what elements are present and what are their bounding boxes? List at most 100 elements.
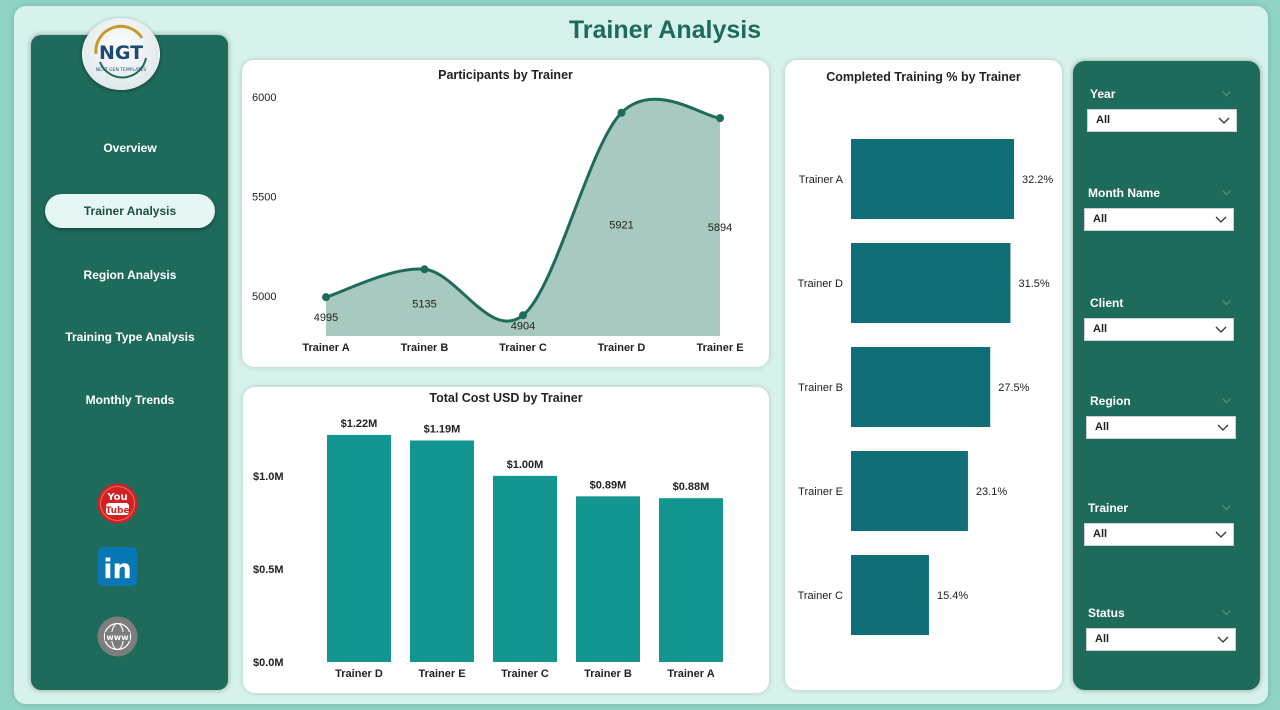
filter-select-status[interactable]: All — [1086, 628, 1236, 651]
cost-bar-chart: $0.0M $0.5M $1.0M $1.22M Trainer D $1.19M Trai… — [253, 418, 723, 680]
cost-chart-card: Total Cost USD by Trainer $0.0M $0.5M $1.0… — [243, 387, 769, 693]
chevron-down-icon — [1215, 531, 1227, 538]
data-point[interactable] — [420, 265, 429, 274]
x-tick-label: Trainer A — [302, 342, 349, 354]
participants-chart-title: Participants by Trainer — [438, 68, 573, 82]
completed-chart-title: Completed Training % by Trainer — [826, 70, 1021, 84]
svg-text:in: in — [103, 554, 131, 585]
y-tick-label: $0.5M — [253, 564, 284, 576]
completed-bar-chart: 32.2% Trainer A 31.5% Trainer D 27.5% Trainer… — [798, 139, 1053, 635]
data-label: $1.00M — [507, 459, 544, 471]
svg-text:www: www — [106, 633, 129, 642]
completed-bar[interactable] — [851, 451, 968, 531]
nav-item-monthly-trends[interactable]: Monthly Trends — [85, 393, 175, 407]
completed-bar[interactable] — [851, 243, 1011, 323]
completed-bar[interactable] — [851, 555, 929, 635]
chevron-down-icon — [1215, 326, 1227, 333]
x-tick-label: Trainer C — [499, 342, 547, 354]
data-label: 31.5% — [1018, 278, 1049, 290]
logo-text: NGT — [99, 42, 143, 64]
x-tick-label: Trainer B — [584, 668, 632, 680]
data-label: 4904 — [511, 320, 535, 332]
data-label: 23.1% — [976, 486, 1007, 498]
filter-value: All — [1093, 213, 1108, 225]
data-label: 32.2% — [1022, 174, 1053, 186]
x-tick-label: Trainer E — [696, 342, 743, 354]
logo-subtext: NEXT GEN TEMPLATES — [96, 67, 147, 73]
x-tick-label: Trainer B — [401, 342, 449, 354]
data-point[interactable] — [617, 108, 626, 117]
filter-value: All — [1093, 323, 1108, 335]
y-tick-label: 5500 — [252, 192, 276, 204]
filter-value: All — [1095, 633, 1110, 645]
filter-select-month-name[interactable]: All — [1084, 208, 1234, 231]
filter-collapse-chevron-icon[interactable] — [1222, 300, 1231, 306]
data-label: 5921 — [609, 220, 633, 232]
filter-collapse-chevron-icon[interactable] — [1222, 398, 1231, 404]
filter-select-year[interactable]: All — [1087, 109, 1237, 132]
filter-label-region: Region — [1090, 394, 1131, 408]
filter-collapse-chevron-icon[interactable] — [1222, 91, 1231, 97]
completed-bar[interactable] — [851, 139, 1014, 219]
cost-bar[interactable] — [659, 498, 723, 662]
participants-chart-card: Participants by Trainer 5000 5500 6000 4995… — [242, 60, 769, 367]
data-label: $1.19M — [424, 423, 461, 435]
nav-item-training-type-analysis[interactable]: Training Type Analysis — [65, 330, 195, 344]
page-title: Trainer Analysis — [568, 16, 762, 44]
data-label: $1.22M — [341, 418, 378, 430]
chevron-down-icon — [1215, 216, 1227, 223]
filter-label-month-name: Month Name — [1088, 186, 1160, 200]
data-label: $0.88M — [673, 481, 710, 493]
y-tick-label: 5000 — [252, 291, 276, 303]
data-point[interactable] — [519, 311, 527, 320]
filter-select-client[interactable]: All — [1084, 318, 1234, 341]
filter-label-status: Status — [1088, 606, 1125, 620]
filter-value: All — [1095, 421, 1110, 433]
globe-icon[interactable]: www — [97, 616, 138, 657]
y-category-label: Trainer C — [798, 590, 843, 602]
participants-area-chart: 5000 5500 6000 4995 Trainer A 5135 Trainer B 49… — [252, 92, 744, 354]
filter-value: All — [1093, 528, 1108, 540]
svg-text:You: You — [106, 492, 127, 503]
chevron-down-icon — [1218, 117, 1230, 124]
y-tick-label: $0.0M — [253, 657, 284, 669]
completed-bar[interactable] — [851, 347, 991, 427]
cost-bar[interactable] — [493, 475, 557, 662]
y-category-label: Trainer E — [798, 486, 843, 498]
cost-bar[interactable] — [576, 496, 640, 662]
linkedin-icon[interactable]: in — [97, 546, 138, 587]
y-category-label: Trainer B — [798, 382, 843, 394]
filter-select-region[interactable]: All — [1086, 416, 1236, 439]
logo: NGT NEXT GEN TEMPLATES — [82, 18, 160, 90]
y-category-label: Trainer A — [799, 174, 844, 186]
filter-label-year: Year — [1090, 87, 1116, 101]
x-tick-label: Trainer D — [598, 342, 646, 354]
nav-item-region-analysis[interactable]: Region Analysis — [83, 268, 177, 282]
data-label: 5135 — [412, 298, 436, 310]
y-tick-label: $1.0M — [253, 471, 284, 483]
y-tick-label: 6000 — [252, 92, 276, 104]
filter-collapse-chevron-icon[interactable] — [1222, 190, 1231, 196]
cost-chart-title: Total Cost USD by Trainer — [429, 391, 583, 405]
data-point[interactable] — [322, 293, 330, 302]
data-label: 4995 — [314, 312, 338, 324]
data-label: 15.4% — [937, 590, 968, 602]
data-label: 5894 — [708, 222, 732, 234]
filter-select-trainer[interactable]: All — [1084, 523, 1234, 546]
filter-collapse-chevron-icon[interactable] — [1222, 505, 1231, 511]
nav-item-overview[interactable]: Overview — [103, 141, 157, 155]
data-label: 27.5% — [998, 382, 1029, 394]
filter-panel — [1073, 61, 1260, 690]
filter-collapse-chevron-icon[interactable] — [1222, 610, 1231, 616]
nav-item-trainer-analysis[interactable]: Trainer Analysis — [45, 194, 215, 228]
cost-bar[interactable] — [410, 440, 474, 662]
y-category-label: Trainer D — [798, 278, 843, 290]
youtube-icon[interactable]: You Tube — [97, 483, 138, 524]
cost-bar[interactable] — [327, 434, 391, 662]
filter-label-client: Client — [1090, 296, 1124, 310]
area-fill — [326, 99, 720, 336]
chevron-down-icon — [1217, 636, 1229, 643]
svg-text:Tube: Tube — [105, 506, 129, 516]
filter-label-trainer: Trainer — [1088, 501, 1129, 515]
data-point[interactable] — [716, 114, 724, 123]
